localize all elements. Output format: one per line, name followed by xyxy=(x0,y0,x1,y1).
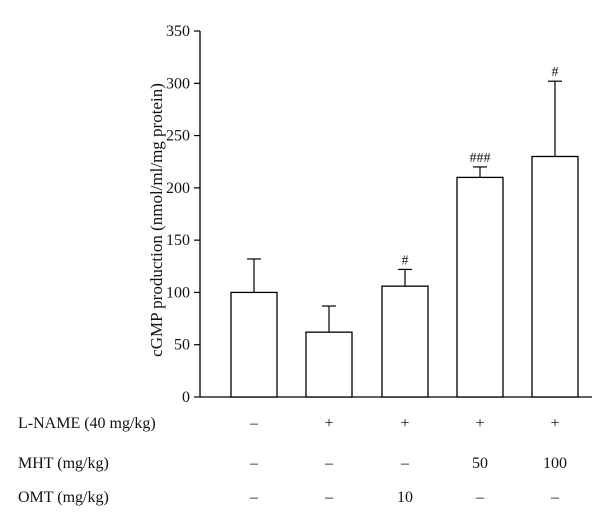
condition-value: – xyxy=(475,489,485,506)
y-tick-label: 0 xyxy=(182,389,190,406)
significance-label: # xyxy=(552,65,559,80)
condition-value: – xyxy=(550,489,560,506)
significance-labels: ##### xyxy=(402,65,559,268)
bar xyxy=(305,331,353,398)
y-tick-label: 250 xyxy=(166,128,190,145)
condition-value: – xyxy=(400,455,410,472)
condition-value: + xyxy=(550,415,559,432)
condition-table: L-NAME (40 mg/kg) – + + + + MHT (mg/kg) – – – 50 10… xyxy=(18,415,567,506)
condition-label: L-NAME (40 mg/kg) xyxy=(18,415,156,432)
significance-label: # xyxy=(402,253,409,268)
error-bars xyxy=(247,80,562,333)
y-axis-label: cGMP production (nmol/ml/mg protein) xyxy=(147,83,166,357)
bars xyxy=(230,155,579,398)
condition-value: – xyxy=(324,455,334,472)
significance-label: ### xyxy=(470,151,491,166)
y-tick-label: 50 xyxy=(174,337,190,354)
bar xyxy=(456,176,504,398)
y-ticks: 0 50 100 150 200 250 300 350 xyxy=(166,23,200,406)
condition-value: 10 xyxy=(397,489,413,506)
y-tick-label: 300 xyxy=(166,75,190,92)
condition-value: – xyxy=(324,489,334,506)
condition-value: 100 xyxy=(543,455,567,472)
y-tick-label: 150 xyxy=(166,232,190,249)
y-tick-label: 200 xyxy=(166,180,190,197)
condition-value: + xyxy=(475,415,484,432)
condition-value: 50 xyxy=(472,455,488,472)
y-tick-label: 100 xyxy=(166,284,190,301)
condition-value: + xyxy=(400,415,409,432)
condition-value: – xyxy=(249,415,259,432)
bar xyxy=(531,155,579,398)
y-tick-label: 350 xyxy=(166,23,190,40)
condition-label: MHT (mg/kg) xyxy=(18,455,109,472)
condition-label: OMT (mg/kg) xyxy=(18,489,109,506)
condition-value: + xyxy=(324,415,333,432)
condition-value: – xyxy=(249,489,259,506)
condition-value: – xyxy=(249,455,259,472)
bar xyxy=(381,285,429,398)
bar xyxy=(230,291,278,398)
